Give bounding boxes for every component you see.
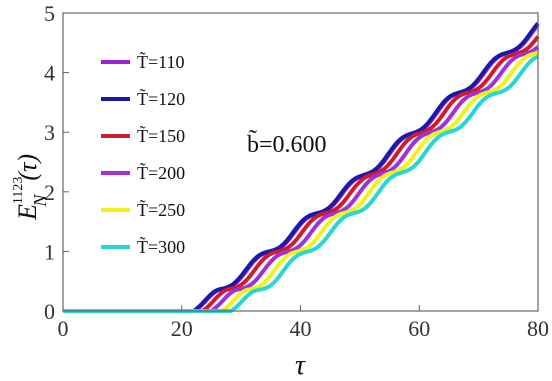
plot-frame [62, 12, 539, 312]
legend-label: T̃=110 [137, 50, 184, 72]
x-tick-label: 20 [171, 316, 193, 341]
legend-label: T̃=250 [137, 198, 185, 220]
y-tick-label: 5 [44, 1, 55, 26]
y-tick-label: 1 [44, 239, 55, 264]
series-line [62, 45, 540, 313]
y-axis-label-arg: (τ) [13, 154, 42, 181]
x-tick-label: 80 [527, 316, 549, 341]
series-line [62, 35, 540, 313]
y-tick-label: 0 [44, 299, 55, 324]
series-line [62, 21, 540, 313]
y-axis-label-main: E [13, 204, 42, 221]
legend: T̃=110 T̃=120 T̃=150 T̃=200 T̃=250 T̃=300 [101, 50, 185, 257]
y-tick-label: 3 [44, 120, 55, 145]
y-axis-label-sup: 1123 [11, 177, 26, 204]
x-tick-label: 60 [408, 316, 430, 341]
legend-label: T̃=300 [137, 235, 185, 257]
series-line [62, 23, 540, 313]
legend-label: T̃=120 [137, 87, 185, 109]
axis-ticks: 0 20 40 60 80 0 1 2 3 4 5 [44, 1, 549, 341]
y-axis-label-sub: N [30, 194, 50, 208]
legend-label: T̃=150 [137, 124, 185, 146]
x-axis-label: τ [295, 350, 306, 381]
legend-label: T̃=200 [137, 161, 185, 183]
y-axis-label: E1123 N (τ) [11, 154, 50, 221]
x-tick-label: 40 [290, 316, 312, 341]
plot-lines [62, 21, 540, 313]
y-tick-label: 2 [44, 180, 55, 205]
y-tick-label: 4 [44, 61, 55, 86]
annotation-text: b̃=0.600 [247, 129, 327, 158]
x-tick-label: 0 [58, 316, 69, 341]
